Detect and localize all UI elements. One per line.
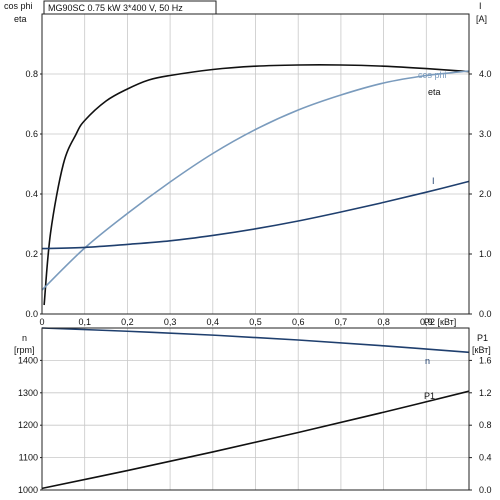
bottom-right-axis-label-2: [кВт]: [472, 345, 491, 355]
y-right-tick-label: 1.2: [479, 388, 492, 398]
y-right-tick-label: 1.0: [479, 249, 492, 259]
top-left-axis-label-2: eta: [14, 14, 27, 24]
series-line-p1: [41, 390, 470, 490]
y-right-tick-label: 0.0: [479, 309, 492, 319]
series-label-i: I: [432, 176, 435, 186]
x-tick-label: 0,7: [335, 317, 348, 327]
y-left-tick-label: 0.2: [25, 249, 38, 259]
y-left-tick-label: 0.6: [25, 129, 38, 139]
y-right-tick-label: 3.0: [479, 129, 492, 139]
series-label-cos-phi: cos phi: [418, 70, 447, 80]
series-label-n: n: [425, 356, 430, 366]
bottom-panel-frame: [41, 327, 470, 491]
series-line-i: [41, 180, 470, 250]
y-right-tick-label: 2.0: [479, 189, 492, 199]
series-label-eta: eta: [428, 87, 441, 97]
series-line-eta: [43, 64, 470, 306]
top-left-axis-label-1: cos phi: [4, 1, 33, 11]
y-right-tick-label: 1.6: [479, 355, 492, 365]
chart-title-box: [43, 0, 217, 15]
x-tick-label: 0,4: [207, 317, 220, 327]
top-right-axis-label-1: I: [479, 1, 482, 11]
y-left-tick-label: 1200: [18, 420, 38, 430]
x-axis-label: P2 [кВт]: [424, 317, 456, 327]
top-right-axis-label-2: [A]: [476, 14, 487, 24]
y-left-tick-label: 1000: [18, 485, 38, 495]
chart-title: MG90SC 0.75 kW 3*400 V, 50 Hz: [48, 3, 183, 13]
x-tick-label: 0,6: [292, 317, 305, 327]
x-tick-label: 0,5: [249, 317, 262, 327]
series-line-n: [41, 327, 470, 354]
x-tick-label: 0: [39, 317, 44, 327]
tick-labels: 0.0 0.2 0.4 0.6 0.8 0.0 1.0 2.0 3.0 4.0 0 0,1 0,2 0,3…: [18, 69, 492, 495]
bottom-left-axis-label-1: n: [22, 333, 27, 343]
top-panel-frame: [41, 13, 470, 315]
y-left-tick-label: 1400: [18, 355, 38, 365]
y-left-tick-label: 1100: [19, 453, 38, 463]
x-tick-label: 0,1: [78, 317, 91, 327]
series-line-cos-phi: [41, 70, 470, 291]
y-right-tick-label: 4.0: [479, 69, 492, 79]
x-tick-label: 0,2: [121, 317, 134, 327]
y-left-tick-label: 0.0: [25, 309, 38, 319]
y-right-tick-label: 0.0: [479, 485, 492, 495]
x-tick-label: 0,3: [164, 317, 177, 327]
x-tick-label: 0,9: [420, 317, 433, 327]
y-left-tick-label: 0.4: [25, 189, 38, 199]
bottom-right-axis-label-1: P1: [477, 333, 488, 343]
top-panel-grid: [42, 14, 469, 314]
series-label-p1: P1: [424, 391, 435, 401]
y-right-tick-label: 0.4: [479, 453, 492, 463]
bottom-left-axis-label-2: [rpm]: [14, 345, 35, 355]
y-left-tick-label: 0.8: [25, 69, 38, 79]
bottom-panel-grid: [42, 328, 469, 490]
curves: [41, 64, 470, 490]
y-right-tick-label: 0.8: [479, 420, 492, 430]
x-tick-label: 0,8: [377, 317, 390, 327]
y-left-tick-label: 1300: [18, 388, 38, 398]
